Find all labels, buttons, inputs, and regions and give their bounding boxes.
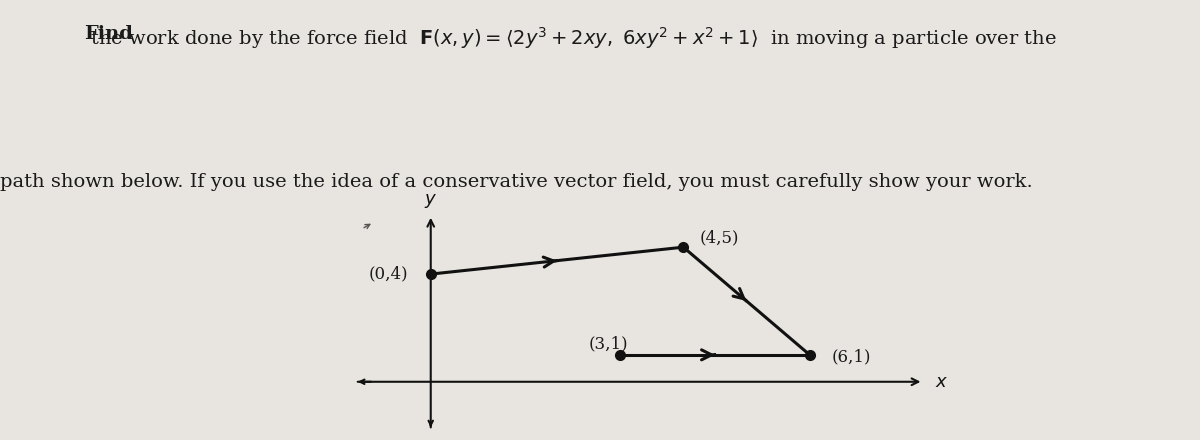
Text: Find: Find bbox=[84, 26, 133, 44]
Text: path shown below. If you use the idea of a conservative vector field, you must c: path shown below. If you use the idea of… bbox=[0, 173, 1033, 191]
Text: (6,1): (6,1) bbox=[832, 348, 871, 366]
Text: (3,1): (3,1) bbox=[588, 335, 628, 352]
Text: $x$: $x$ bbox=[935, 373, 949, 391]
Text: (4,5): (4,5) bbox=[700, 230, 739, 246]
Text: the work done by the force field  $\mathbf{F}(x, y) = \langle 2y^3 + 2xy,\ 6xy^2: the work done by the force field $\mathb… bbox=[84, 26, 1057, 51]
Text: $y$: $y$ bbox=[424, 192, 437, 210]
Text: (0,4): (0,4) bbox=[368, 266, 408, 282]
